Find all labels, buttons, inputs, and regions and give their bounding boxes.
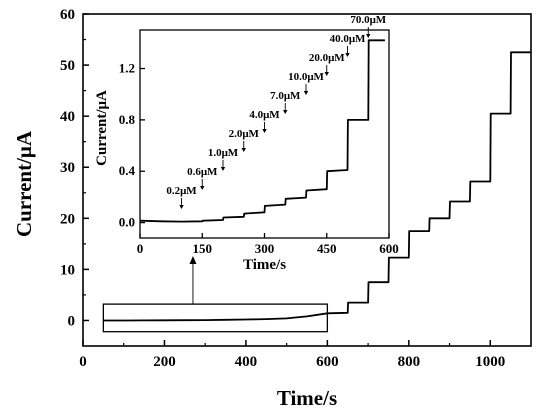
inset-y-tick-label: 0.4	[119, 163, 136, 178]
inset-y-tick-label: 0.0	[119, 215, 135, 230]
x-tick-label: 400	[235, 354, 258, 370]
annotation-label: 1.0μM	[208, 147, 239, 159]
annotation-arrowhead	[220, 167, 226, 171]
plot-frame	[82, 13, 532, 347]
inset-y-axis-title: Current/μA	[94, 90, 110, 166]
y-tick-label: 50	[60, 58, 75, 74]
inset-x-axis-title: Time/s	[243, 257, 286, 273]
annotation-arrowhead	[345, 53, 350, 57]
inset-x-tick-label: 0	[137, 241, 144, 256]
zoom-region-box	[102, 303, 329, 333]
y-tick-label: 20	[60, 211, 75, 227]
zoom-pointer-arrowhead	[189, 256, 197, 264]
annotation-label: 0.2μM	[166, 185, 197, 197]
annotation-arrowhead	[324, 72, 329, 76]
data-series-line	[103, 51, 531, 322]
inset-data-series-line	[139, 39, 385, 223]
y-tick-label: 30	[60, 160, 75, 176]
inset-y-tick-label: 0.8	[119, 112, 136, 127]
x-tick-label: 600	[316, 354, 339, 370]
annotation-label: 4.0μM	[249, 109, 280, 121]
x-tick-label: 0	[79, 354, 87, 370]
annotation-arrowhead	[179, 205, 184, 209]
inset-x-tick-label: 300	[255, 241, 275, 256]
annotation-arrowhead	[200, 186, 205, 190]
annotation-arrowhead	[262, 129, 267, 133]
annotation-label: 10.0μM	[288, 71, 324, 83]
y-tick-label: 0	[68, 313, 76, 329]
x-tick-label: 800	[398, 354, 421, 370]
x-tick-label: 1000	[475, 354, 505, 370]
inset-x-tick-label: 150	[193, 241, 213, 256]
annotation-arrowhead	[303, 91, 309, 95]
annotation-arrowhead	[241, 148, 246, 152]
annotation-label: 2.0μM	[229, 128, 260, 140]
y-axis-title: Current/μA	[12, 130, 36, 237]
y-tick-label: 10	[60, 262, 75, 278]
main-chart: 0 200 400 600 800 1000 0 10 20 30 40 50 60 Time/s Curr…	[12, 7, 532, 410]
annotation-label: 20.0μM	[309, 52, 345, 64]
x-tick-label: 200	[153, 354, 176, 370]
annotation-arrowhead	[366, 34, 371, 38]
inset-x-tick-label: 450	[317, 241, 337, 256]
annotation-label: 7.0μM	[270, 90, 301, 102]
annotation-label: 40.0μM	[330, 33, 366, 45]
y-tick-label: 40	[60, 109, 75, 125]
y-tick-label: 60	[60, 7, 75, 23]
annotation-label: 70.0μM	[350, 14, 386, 26]
annotation-label: 0.6μM	[187, 166, 218, 178]
inset-x-tick-label: 600	[379, 241, 399, 256]
inset-y-tick-label: 1.2	[119, 61, 135, 76]
inset-chart: 0 150 300 450 600 0.0 0.4 0.8 1.2 Time/s Current/μ…	[94, 14, 399, 273]
annotation-arrowhead	[283, 110, 288, 114]
x-axis-title: Time/s	[277, 386, 337, 410]
